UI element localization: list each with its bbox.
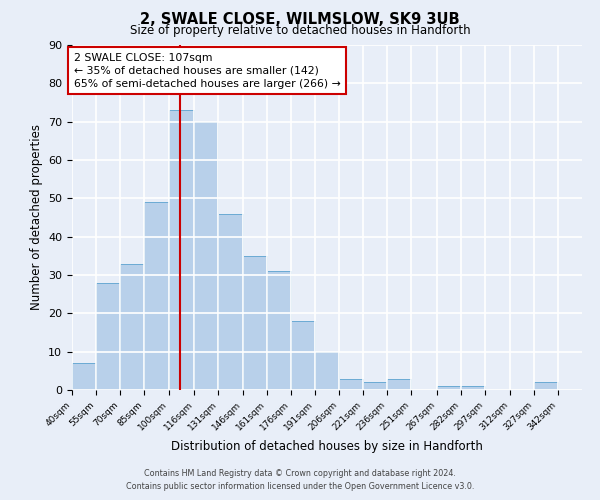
Bar xyxy=(72,363,96,390)
Bar xyxy=(315,352,339,390)
Bar xyxy=(291,321,315,390)
Bar xyxy=(169,110,194,390)
Bar xyxy=(363,382,388,390)
Text: Contains HM Land Registry data © Crown copyright and database right 2024.
Contai: Contains HM Land Registry data © Crown c… xyxy=(126,469,474,491)
Bar xyxy=(145,202,169,390)
Bar xyxy=(218,214,242,390)
Bar xyxy=(437,386,461,390)
X-axis label: Distribution of detached houses by size in Handforth: Distribution of detached houses by size … xyxy=(171,440,483,453)
Bar xyxy=(461,386,485,390)
Bar xyxy=(96,282,120,390)
Text: 2, SWALE CLOSE, WILMSLOW, SK9 3UB: 2, SWALE CLOSE, WILMSLOW, SK9 3UB xyxy=(140,12,460,28)
Text: Size of property relative to detached houses in Handforth: Size of property relative to detached ho… xyxy=(130,24,470,37)
Y-axis label: Number of detached properties: Number of detached properties xyxy=(29,124,43,310)
Bar xyxy=(242,256,266,390)
Bar xyxy=(194,122,218,390)
Bar xyxy=(534,382,558,390)
Bar xyxy=(266,271,291,390)
Bar xyxy=(339,378,363,390)
Text: 2 SWALE CLOSE: 107sqm
← 35% of detached houses are smaller (142)
65% of semi-det: 2 SWALE CLOSE: 107sqm ← 35% of detached … xyxy=(74,52,340,89)
Bar xyxy=(120,264,145,390)
Bar xyxy=(388,378,412,390)
